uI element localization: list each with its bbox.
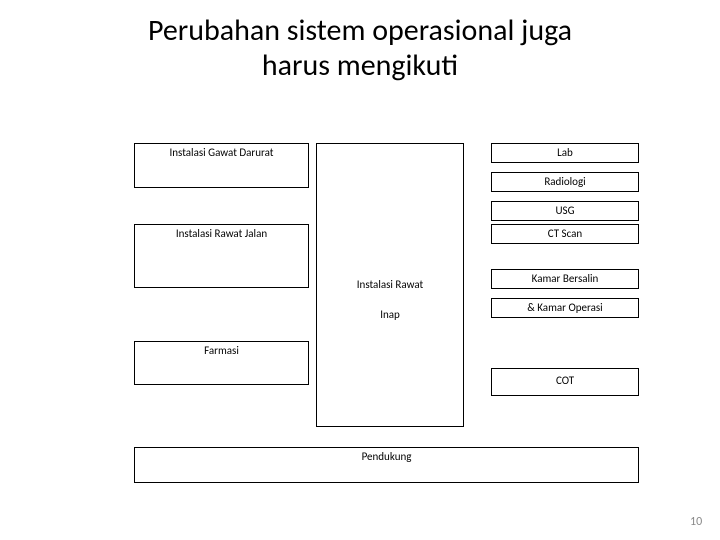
box-irj: Instalasi Rawat Jalan — [134, 224, 309, 288]
box-irInap: Instalasi Rawat Inap — [316, 143, 464, 427]
box-cot: COT — [491, 368, 639, 396]
slide-title: Perubahan sistem operasional juga harus … — [0, 14, 720, 83]
box-pendukung-label-0: Pendukung — [135, 450, 638, 463]
box-farmasi-label-0: Farmasi — [135, 344, 308, 357]
box-bersalin: Kamar Bersalin — [491, 269, 639, 289]
box-irInap-label-1: Inap — [317, 308, 463, 321]
box-cot-label-0: COT — [492, 374, 638, 387]
title-line-2: harus mengikuti — [0, 49, 720, 84]
box-irj-label-0: Instalasi Rawat Jalan — [135, 227, 308, 240]
box-radiologi: Radiologi — [491, 172, 639, 192]
box-igd-label-0: Instalasi Gawat Darurat — [135, 146, 308, 159]
box-bersalin-label-0: Kamar Bersalin — [492, 272, 638, 285]
box-usg-label-0: USG — [492, 204, 638, 217]
page-number: 10 — [690, 515, 702, 529]
box-farmasi: Farmasi — [134, 341, 309, 385]
box-operasi: & Kamar Operasi — [491, 298, 639, 318]
box-igd: Instalasi Gawat Darurat — [134, 143, 309, 188]
box-radiologi-label-0: Radiologi — [492, 175, 638, 188]
box-pendukung: Pendukung — [134, 447, 639, 483]
box-usg: USG — [491, 201, 639, 221]
title-line-1: Perubahan sistem operasional juga — [0, 14, 720, 49]
box-ctscan: CT Scan — [491, 224, 639, 244]
box-ctscan-label-0: CT Scan — [492, 227, 638, 240]
box-irInap-label-0: Instalasi Rawat — [317, 278, 463, 291]
box-lab-label-0: Lab — [492, 146, 638, 159]
box-operasi-label-0: & Kamar Operasi — [492, 301, 638, 314]
box-lab: Lab — [491, 143, 639, 163]
